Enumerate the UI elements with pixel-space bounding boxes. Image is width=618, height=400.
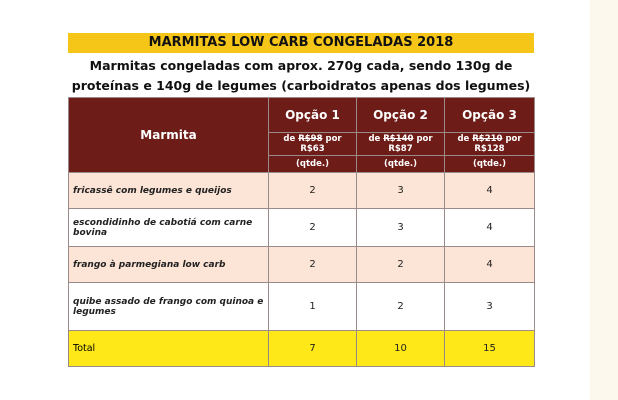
title: MARMITAS LOW CARB CONGELADAS 2018 [68, 33, 534, 53]
price-from: de [457, 134, 470, 144]
price-by: por [325, 134, 342, 144]
quantity: 3 [356, 172, 445, 209]
price-new: R$128 [474, 144, 505, 154]
price-from: de [368, 134, 381, 144]
option-name: Opção 3 [444, 97, 535, 133]
item-header: Marmita [68, 97, 269, 173]
option-price: de R$140 por R$87 [356, 132, 445, 156]
item-row: fricassê com legumes e queijos 2 3 4 [68, 172, 535, 209]
total-row: Total 7 10 15 [68, 330, 535, 367]
quantity: 3 [444, 282, 535, 331]
price-old: R$140 [383, 134, 414, 144]
item-row: frango à parmegiana low carb 2 2 4 [68, 246, 535, 283]
total-label: Total [68, 330, 269, 367]
item-name: quibe assado de frango com quinoa e legu… [68, 282, 269, 331]
item-row: escondidinho de cabotiá com carne bovina… [68, 208, 535, 247]
option-name: Opção 1 [268, 97, 357, 133]
subtitle: Marmitas congeladas com aprox. 270g cada… [71, 58, 531, 93]
quantity: 4 [444, 246, 535, 283]
quantity: 2 [356, 246, 445, 283]
total-quantity: 10 [356, 330, 445, 367]
quantity: 4 [444, 208, 535, 247]
total-quantity: 15 [444, 330, 535, 367]
quantity: 3 [356, 208, 445, 247]
price-new: R$63 [300, 144, 325, 154]
option-unit: (qtde.) [356, 155, 445, 173]
option-price: de R$210 por R$128 [444, 132, 535, 156]
option-name: Opção 2 [356, 97, 445, 133]
option-price: de R$98 por R$63 [268, 132, 357, 156]
price-by: por [416, 134, 433, 144]
quantity: 2 [268, 208, 357, 247]
price-from: de [283, 134, 296, 144]
total-quantity: 7 [268, 330, 357, 367]
price-old: R$98 [298, 134, 323, 144]
quantity: 1 [268, 282, 357, 331]
item-name: frango à parmegiana low carb [68, 246, 269, 283]
header-row: Marmita Opção 1 Opção 2 Opção 3 [68, 97, 535, 173]
side-strip [590, 0, 618, 400]
option-unit: (qtde.) [268, 155, 357, 173]
item-name: escondidinho de cabotiá com carne bovina [68, 208, 269, 247]
menu-table: Marmita Opção 1 Opção 2 Opção 3 de R$98 por … [68, 97, 535, 367]
item-name: fricassê com legumes e queijos [68, 172, 269, 209]
price-new: R$87 [388, 144, 413, 154]
option-unit: (qtde.) [444, 155, 535, 173]
price-row: de R$98 por R$63 de R$140 por R$87 de R$21… [69, 132, 535, 156]
quantity: 2 [356, 282, 445, 331]
quantity: 2 [268, 172, 357, 209]
quantity: 4 [444, 172, 535, 209]
item-row: quibe assado de frango com quinoa e legu… [68, 282, 535, 331]
price-old: R$210 [472, 134, 503, 144]
quantity: 2 [268, 246, 357, 283]
price-by: por [505, 134, 522, 144]
